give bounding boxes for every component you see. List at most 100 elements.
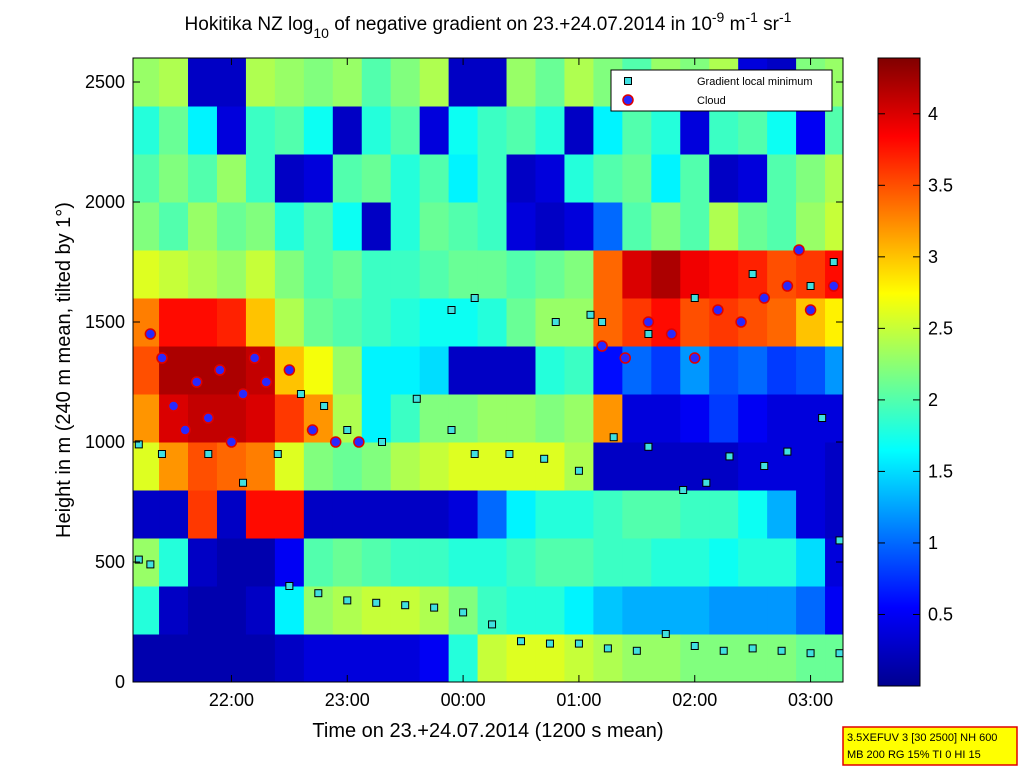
heat-cell xyxy=(303,154,334,203)
heat-cell xyxy=(332,154,363,203)
heat-cell xyxy=(188,250,218,299)
heat-cell xyxy=(245,346,276,395)
heat-cell xyxy=(245,442,276,491)
heat-cell xyxy=(448,346,479,395)
heat-cell xyxy=(303,202,334,251)
marker-circle xyxy=(144,328,157,340)
heat-cell xyxy=(593,154,623,203)
heat-cell xyxy=(535,154,565,203)
heat-cell xyxy=(738,202,768,251)
heat-cell xyxy=(651,154,681,203)
heat-cell xyxy=(274,442,305,491)
marker-circle xyxy=(596,340,608,352)
heat-cell xyxy=(303,346,334,395)
heat-cell xyxy=(535,106,565,155)
marker-square xyxy=(320,402,329,410)
marker-square xyxy=(239,478,248,487)
colorbar-tick-label: 3 xyxy=(928,247,938,267)
heat-cell xyxy=(332,442,363,491)
heat-cell xyxy=(448,202,479,251)
heat-cell xyxy=(390,154,421,203)
heat-cell xyxy=(680,394,710,443)
marker-circle xyxy=(827,280,840,292)
heat-cell xyxy=(651,538,681,587)
marker-circle xyxy=(306,424,319,436)
heat-cell xyxy=(274,586,305,635)
heat-cell xyxy=(622,106,652,155)
points xyxy=(134,244,843,658)
marker-square xyxy=(447,306,456,314)
heat-cell xyxy=(825,202,843,251)
heat-cell xyxy=(332,394,363,443)
heat-cell xyxy=(419,442,450,491)
heat-cell xyxy=(651,250,681,299)
heat-cell xyxy=(535,538,565,587)
marker-square xyxy=(488,620,497,629)
heat-cell xyxy=(159,634,189,682)
heat-cell xyxy=(680,250,710,299)
marker-square xyxy=(632,646,641,655)
heat-cell xyxy=(506,538,536,587)
heat-cell xyxy=(448,634,479,682)
marker-square xyxy=(603,644,612,653)
heat-cell xyxy=(796,538,826,587)
heat-cell xyxy=(651,442,681,491)
x-tick-label: 02:00 xyxy=(672,690,717,710)
heat-cell xyxy=(593,394,623,443)
heat-cell xyxy=(419,490,450,539)
heat-cell xyxy=(448,58,479,107)
marker-square xyxy=(748,270,757,278)
marker-square xyxy=(412,394,421,403)
heat-cell xyxy=(709,394,739,443)
heat-cell xyxy=(216,394,247,443)
heat-cell xyxy=(796,490,826,539)
heat-cell xyxy=(303,442,334,491)
info-line: 3.5XEFUV 3 [30 2500] NH 600 xyxy=(847,732,997,744)
marker-circle xyxy=(225,436,238,448)
heat-cell xyxy=(564,58,594,107)
marker-square xyxy=(517,637,526,646)
heat-cell xyxy=(303,58,334,107)
heat-cell xyxy=(303,538,334,587)
heat-cell xyxy=(477,538,508,587)
heat-cell xyxy=(709,154,739,203)
heat-cell xyxy=(709,442,739,491)
heat-cell xyxy=(245,58,276,107)
heat-cell xyxy=(767,586,797,635)
marker-circle xyxy=(804,304,817,316)
legend-label: Gradient local minimum xyxy=(697,76,813,88)
heat-cell xyxy=(506,202,536,251)
heat-cell xyxy=(448,538,479,587)
heat-cell xyxy=(564,298,594,347)
heatmap xyxy=(133,58,843,682)
heat-cell xyxy=(216,202,247,251)
heat-cell xyxy=(796,202,826,251)
heat-cell xyxy=(709,490,739,539)
heat-cell xyxy=(332,490,363,539)
heat-cell xyxy=(593,202,623,251)
heat-cell xyxy=(535,490,565,539)
heat-cell xyxy=(767,298,797,347)
heat-cell xyxy=(188,202,218,251)
marker-square xyxy=(470,450,479,458)
heat-cell xyxy=(796,154,826,203)
heat-cell xyxy=(709,634,739,682)
heat-cell xyxy=(159,298,189,347)
heat-cell xyxy=(390,106,421,155)
title-part: -1 xyxy=(779,9,792,25)
marker-square xyxy=(806,649,815,658)
heat-cell xyxy=(796,106,826,155)
legend: Gradient local minimum Cloud xyxy=(610,69,833,112)
marker-square xyxy=(644,442,653,451)
heat-cell xyxy=(767,346,797,395)
heat-cell xyxy=(477,250,508,299)
colorbar xyxy=(877,57,921,687)
heat-cell xyxy=(535,250,565,299)
heat-cell xyxy=(159,202,189,251)
heat-cell xyxy=(159,250,189,299)
heat-cell xyxy=(245,394,276,443)
y-tick-label: 2500 xyxy=(85,72,125,92)
heat-cell xyxy=(448,442,479,491)
marker-square xyxy=(719,646,728,655)
heat-cell xyxy=(593,490,623,539)
